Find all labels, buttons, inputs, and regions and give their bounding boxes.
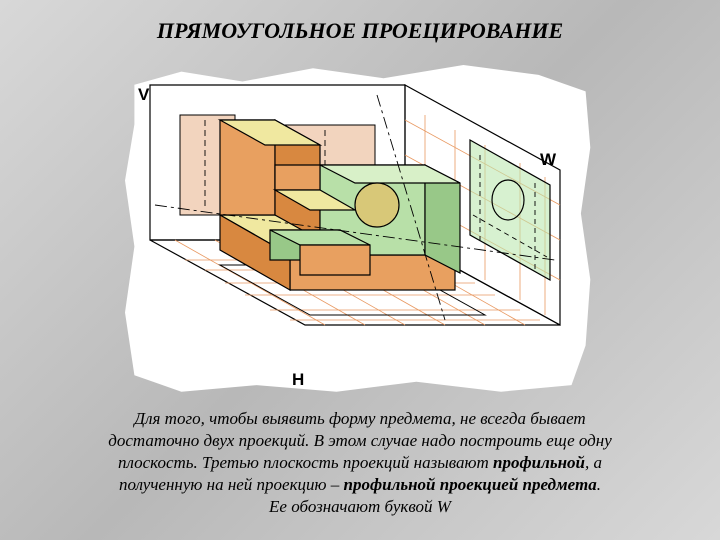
label-w: W xyxy=(540,150,556,170)
caption-l5: Ее обозначают буквой W xyxy=(269,497,451,516)
caption-l2: достаточно двух проекций. В этом случае … xyxy=(108,431,612,450)
label-h: H xyxy=(292,370,304,390)
caption-l1: Для того, чтобы выявить форму предмета, … xyxy=(134,409,585,428)
projection-diagram xyxy=(125,65,595,395)
caption-text: Для того, чтобы выявить форму предмета, … xyxy=(30,408,690,518)
label-v: V xyxy=(138,85,149,105)
caption-l4c: . xyxy=(597,475,601,494)
caption-l4b: профильной проекцией предмета xyxy=(344,475,597,494)
caption-l4a: полученную на ней проекцию – xyxy=(119,475,344,494)
caption-l3c: , а xyxy=(585,453,602,472)
caption-l3a: плоскость. Третью плоскость проекций наз… xyxy=(118,453,493,472)
caption-l3b: профильной xyxy=(493,453,585,472)
page-title: ПРЯМОУГОЛЬНОЕ ПРОЕЦИРОВАНИЕ xyxy=(0,0,720,44)
